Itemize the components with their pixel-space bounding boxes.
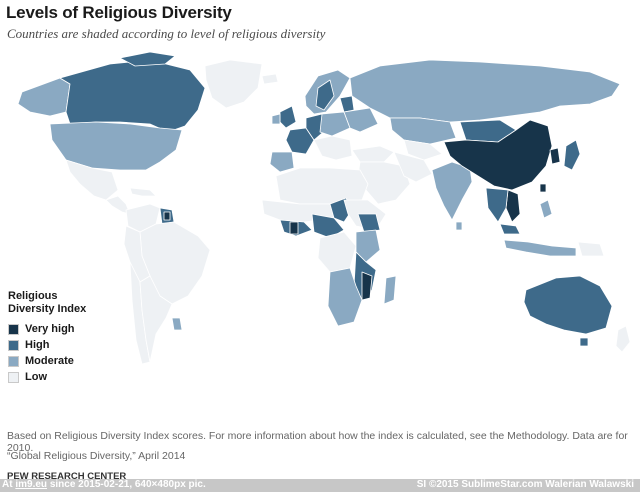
region-iran-afghanistan (393, 151, 433, 183)
page-subtitle: Countries are shaded according to level … (7, 26, 326, 41)
region-suriname (163, 211, 171, 221)
region-papua (577, 241, 605, 257)
watermark-site-link[interactable]: im9.eu (15, 479, 48, 490)
region-india (431, 161, 473, 221)
region-madagascar (383, 275, 397, 305)
watermark-left: At im9.eu since 2015-02-21, 640×480px pi… (2, 479, 206, 490)
map-legend: Religious Diversity Index Very high High… (8, 290, 128, 385)
region-sweden (315, 79, 335, 111)
region-russia (349, 59, 621, 123)
watermark-bar: At im9.eu since 2015-02-21, 640×480px pi… (0, 479, 640, 492)
region-ghana-ivory (289, 221, 299, 235)
region-sri-lanka (455, 221, 463, 231)
region-greenland (204, 59, 263, 109)
legend-swatch-low (8, 371, 19, 383)
region-canada (59, 59, 206, 133)
region-central-africa (317, 231, 357, 273)
legend-swatch-moderate (8, 355, 19, 367)
watermark-credit: SI ©2015 SublimeStar.com Walerian Walaws… (416, 479, 634, 490)
region-taiwan (539, 183, 547, 193)
legend-label-high: High (25, 339, 50, 351)
region-iberia (269, 151, 295, 173)
legend-item-low: Low (8, 369, 128, 385)
organization-name: PEW RESEARCH CENTER (7, 471, 127, 482)
region-argentina (139, 275, 173, 363)
methodology-note: Based on Religious Diversity Index score… (7, 430, 628, 454)
region-ireland (271, 113, 281, 125)
legend-swatch-high (8, 339, 19, 351)
region-vietnam (505, 189, 521, 223)
region-turkey-caucasus (351, 145, 395, 163)
source-citation: “Global Religious Diversity,” April 2014 (7, 450, 186, 462)
region-philippines (539, 199, 553, 219)
region-uruguay (171, 317, 183, 331)
legend-item-very-high: Very high (8, 321, 128, 337)
watermark-since: since 2015-02-21, 640×480px pic. (49, 479, 206, 490)
region-canada-arctic (119, 52, 176, 67)
region-iceland (261, 73, 279, 85)
legend-label-moderate: Moderate (25, 355, 74, 367)
legend-title-line1: Religious (8, 290, 58, 302)
legend-item-high: High (8, 337, 128, 353)
region-caribbean (129, 187, 157, 197)
region-central-asia (403, 139, 443, 161)
region-tasmania (579, 337, 589, 347)
region-uk (279, 105, 297, 129)
legend-swatch-very-high (8, 323, 19, 335)
region-baltic (339, 95, 355, 113)
region-ukraine-belarus (343, 107, 379, 133)
region-new-zealand (615, 325, 631, 353)
region-korea (549, 147, 561, 165)
region-central-europe (319, 111, 351, 137)
region-china (443, 119, 553, 191)
world-map (17, 52, 631, 365)
region-north-africa (275, 167, 369, 205)
region-east-africa (355, 229, 381, 263)
region-malaysia (499, 223, 521, 235)
region-japan (563, 139, 581, 171)
watermark-prefix: At (2, 479, 13, 490)
region-kazakhstan (389, 117, 457, 145)
region-mainland-se-asia (485, 187, 509, 223)
region-ethiopia (357, 213, 381, 233)
legend-title: Religious Diversity Index (8, 290, 128, 316)
legend-label-very-high: Very high (25, 323, 75, 335)
legend-label-low: Low (25, 371, 47, 383)
region-italy-balkans (313, 135, 353, 161)
region-australia (523, 275, 613, 335)
region-indonesia (503, 239, 577, 257)
page-title: Levels of Religious Diversity (6, 3, 232, 22)
region-alaska (17, 77, 71, 117)
region-malawi-mozambique (361, 271, 373, 301)
legend-title-line2: Diversity Index (8, 303, 87, 315)
region-southern-africa (327, 267, 363, 327)
legend-item-moderate: Moderate (8, 353, 128, 369)
